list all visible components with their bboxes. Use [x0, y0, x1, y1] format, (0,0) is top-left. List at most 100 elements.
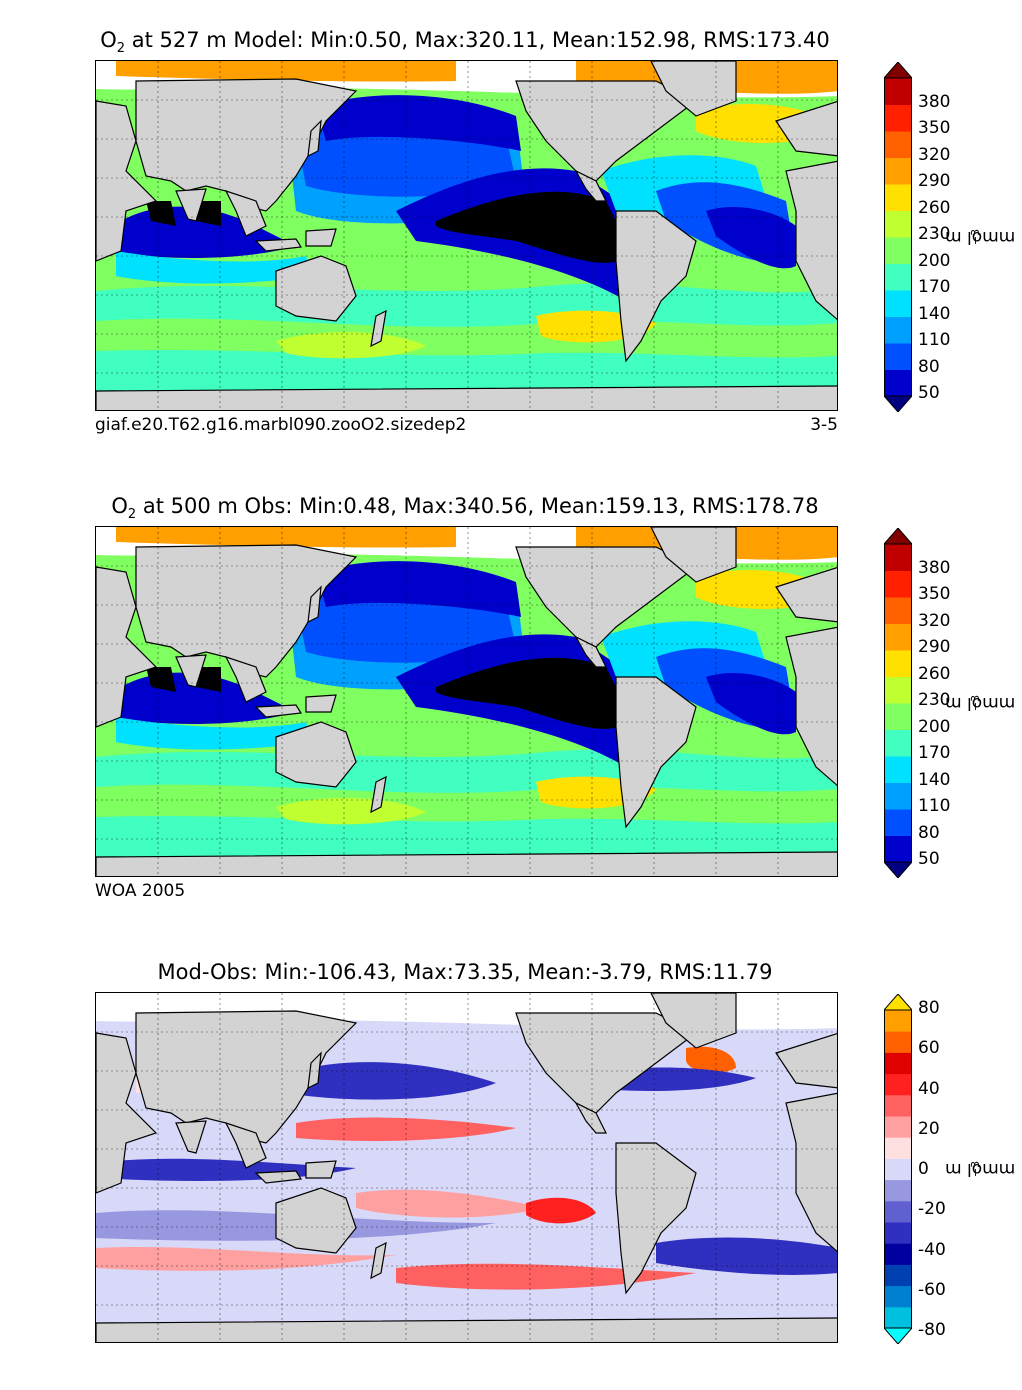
colorbar-tick-label: 230 [918, 690, 951, 711]
colorbar-tick-label: 0 [918, 1159, 929, 1179]
colorbar-segment [884, 1137, 912, 1159]
graticule [96, 61, 837, 410]
panel-title: Mod-Obs: Min:-106.43, Max:73.35, Mean:-3… [157, 960, 773, 984]
colorbar-segment [884, 78, 912, 105]
colorbar-tick-label: 170 [918, 743, 951, 764]
land-new-guinea [305, 694, 337, 713]
land-greenland [650, 61, 737, 117]
colorbar-tick-label: 110 [918, 330, 951, 351]
dataset-caption: WOA 2005 [95, 881, 186, 901]
land-africa-east [785, 160, 837, 321]
colorbar-segment [884, 650, 912, 677]
land-africa-east [785, 1092, 837, 1253]
land-japan [307, 585, 322, 624]
land-australia [275, 721, 357, 788]
colorbar-segment [884, 343, 912, 370]
colorbar-ticks: 380 350 320 290 260 230 200 170 140 110 80 50 [918, 528, 978, 878]
land-south-america [615, 1142, 697, 1295]
land-new-zealand [370, 775, 387, 814]
eastern-pacific-omz [436, 191, 631, 263]
colorbar-segment [884, 1052, 912, 1075]
colorbar-tick-label: -20 [918, 1199, 946, 1220]
land-south-america [615, 210, 697, 363]
colorbar [884, 994, 912, 1344]
colorbar-tick-label: 110 [918, 796, 951, 817]
diff-positive-hotspot [526, 1197, 596, 1224]
land-southeast-asia [224, 1121, 267, 1169]
colorbar-segment [884, 544, 912, 571]
south-indian-band [276, 331, 426, 359]
colorbar-tick-label: 290 [918, 637, 951, 658]
colorbar-tick-label: 320 [918, 144, 951, 165]
colorbar-unit-label: mmol m −3 [944, 1159, 1016, 1179]
colorbar-tick-label: 350 [918, 584, 951, 605]
colorbar [884, 528, 912, 878]
difference-map [95, 992, 838, 1343]
land-antarctica [96, 385, 837, 410]
colorbar-unit-label: mmol m −3 [944, 693, 1016, 713]
land-india [175, 654, 207, 688]
eastern-pacific-omz [436, 657, 631, 729]
land-central-america [574, 169, 607, 202]
colorbar-segment [884, 237, 912, 264]
colorbar-segment [884, 570, 912, 598]
colorbar-segment [884, 1222, 912, 1244]
indian-transition [116, 251, 311, 284]
diff-positive-band [396, 1263, 696, 1290]
colorbar-tick-label: 140 [918, 303, 951, 324]
land-indonesia [254, 704, 303, 718]
colorbar-tick-label: 380 [918, 91, 951, 112]
diff-positive-band [96, 1246, 396, 1271]
colorbar-segment [884, 131, 912, 158]
colorbar-segment [884, 835, 912, 863]
land-africa [96, 100, 158, 262]
land-africa [96, 566, 158, 728]
east-atlantic-omz [706, 206, 796, 269]
colorbar-tick-label: 80 [918, 822, 940, 843]
obs-map [95, 526, 838, 877]
colorbar-tick-label: 60 [918, 1038, 940, 1059]
colorbar-segment [884, 1031, 912, 1053]
land-greenland [650, 993, 737, 1049]
land-japan [307, 119, 322, 158]
arabian-sea-omz [146, 201, 176, 226]
diff-labrador-hotspot [686, 1046, 736, 1074]
colorbar-tick-label: 230 [918, 224, 951, 245]
land-india [175, 188, 207, 222]
colorbar-max-extend [884, 528, 912, 545]
colorbar-tick-label: 320 [918, 610, 951, 631]
colorbar-segment [884, 1158, 912, 1181]
land-africa [96, 1032, 158, 1194]
diff-negative-band [656, 1237, 837, 1275]
colorbar-unit-label: mmol m −3 [944, 227, 1016, 247]
colorbar-min-extend [884, 1327, 912, 1344]
arctic-ocean [116, 61, 456, 82]
graticule [96, 527, 837, 876]
run-name-caption: giaf.e20.T62.g16.marbl090.zooO2.sizedep2 [95, 415, 467, 435]
colorbar-tick-label: 200 [918, 716, 951, 737]
colorbar [884, 62, 912, 412]
land-australia [275, 1187, 357, 1254]
land-greenland [650, 527, 737, 583]
east-atlantic-omz [706, 672, 796, 735]
colorbar-tick-label: 290 [918, 171, 951, 192]
colorbar-segment [884, 756, 912, 783]
years-caption: 3-5 [810, 415, 838, 435]
land-antarctica [96, 1317, 837, 1342]
land-europe [775, 567, 837, 623]
indian-transition [116, 717, 311, 750]
colorbar-segment [884, 263, 912, 291]
diff-negative-band [286, 1062, 496, 1100]
colorbar-segment [884, 782, 912, 810]
land-new-zealand [370, 309, 387, 348]
colorbar-segment [884, 1179, 912, 1202]
colorbar-segment [884, 1116, 912, 1138]
colorbar-segment [884, 623, 912, 651]
colorbar-min-extend [884, 861, 912, 878]
colorbar-segment [884, 157, 912, 185]
colorbar-segment [884, 809, 912, 836]
colorbar-tick-label: 380 [918, 557, 951, 578]
colorbar-segment [884, 1243, 912, 1265]
colorbar-segment [884, 290, 912, 317]
colorbar-tick-label: -40 [918, 1239, 946, 1260]
